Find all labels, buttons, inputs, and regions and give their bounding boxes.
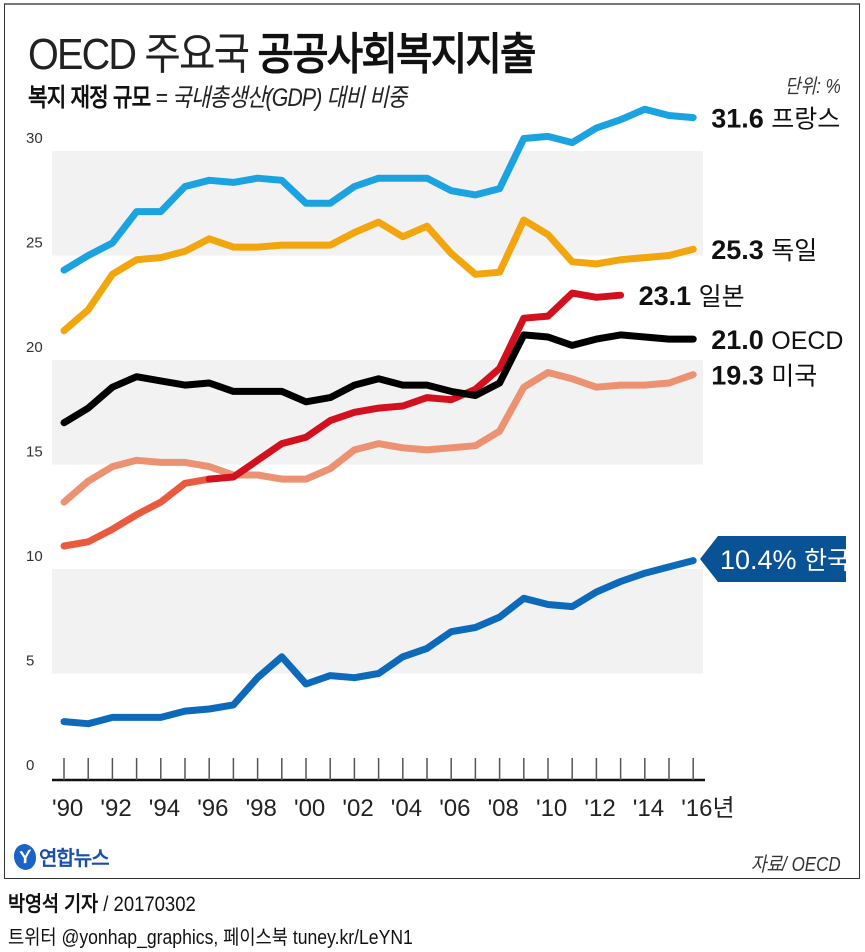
publish-date: / 20170302 <box>98 893 196 916</box>
subtitle-bold: 복지 재정 규모 <box>28 84 151 112</box>
series-line-oecd <box>60 331 697 427</box>
end-label-value: 25.3 <box>711 235 771 265</box>
end-label-value: 31.6 <box>711 104 771 134</box>
x-tick-label: '94 <box>149 795 180 822</box>
end-label-germany: 25.3 독일 <box>711 235 817 265</box>
x-tick-label: '02 <box>342 795 373 822</box>
byline: 박영석 기자 / 20170302 <box>8 888 196 918</box>
chart-frame <box>4 3 860 879</box>
series-lines <box>60 105 697 728</box>
end-label-name: 한국 <box>804 547 850 575</box>
y-tick-labels: 0 5 10 15 20 25 30 <box>26 130 43 774</box>
subtitle-rest: = 국내총생산(GDP) 대비 비중 <box>150 84 407 112</box>
reporter-name: 박영석 기자 <box>8 893 99 916</box>
series-line-japan <box>205 289 625 483</box>
end-label-korea: 10.4% 한국 <box>720 545 850 575</box>
x-tick-label: '98 <box>246 795 277 822</box>
x-tick-label: '04 <box>391 795 422 822</box>
end-label-value: 23.1 <box>639 281 699 311</box>
end-label-oecd: 21.0 OECD <box>711 325 843 355</box>
x-tick-label: '92 <box>100 795 131 822</box>
yonhap-logo: Y 연합뉴스 <box>11 841 110 872</box>
y-tick-label: 5 <box>26 653 34 670</box>
end-label-value: 21.0 <box>711 325 771 355</box>
y-tick-label: 15 <box>26 444 43 461</box>
series-line-usa <box>60 369 697 506</box>
yonhap-logo-icon: Y <box>11 841 39 872</box>
x-tick-label: '00 <box>294 795 325 822</box>
y-tick-label: 30 <box>26 130 43 147</box>
end-label-name: 프랑스 <box>771 106 840 134</box>
title-light: OECD 주요국 <box>28 30 250 79</box>
grid-band <box>52 151 703 256</box>
end-label-value: 19.3 <box>711 361 771 391</box>
end-label-name: OECD <box>771 327 843 355</box>
grid-bands <box>52 151 703 674</box>
end-label-japan: 23.1 일본 <box>639 281 745 311</box>
x-tick-label: '06 <box>439 795 470 822</box>
grid-band <box>52 569 703 674</box>
x-tick-label: '16년 <box>681 795 734 822</box>
x-tick-label: '10 <box>536 795 567 822</box>
x-tick-label: '08 <box>488 795 519 822</box>
y-tick-label: 20 <box>26 339 43 356</box>
series-line-france <box>60 105 697 274</box>
y-tick-label: 25 <box>26 235 43 252</box>
logo-text: 연합뉴스 <box>39 848 110 870</box>
page-title: OECD 주요국 공공사회복지지출 <box>28 18 537 82</box>
end-label-name: 독일 <box>771 237 817 265</box>
end-label-france: 31.6 프랑스 <box>711 104 840 134</box>
x-tick-label: '12 <box>584 795 615 822</box>
x-tick-label: '96 <box>197 795 228 822</box>
y-tick-label: 10 <box>26 548 43 565</box>
social-links: 트위터 @yonhap_graphics, 페이스북 tuney.kr/LeYN… <box>8 927 413 949</box>
subtitle: 복지 재정 규모 = 국내총생산(GDP) 대비 비중 <box>28 78 407 114</box>
series-line-korea <box>60 557 697 728</box>
line-chart: 0 5 10 15 20 25 30 '90 '92 '94 '96 '98 '00 '02 '04 '06… <box>26 103 850 822</box>
x-axis: '90 '92 '94 '96 '98 '00 '02 '04 '06 '08 '10 '12 '14 '… <box>52 758 735 822</box>
y-tick-label: 0 <box>26 757 34 774</box>
x-tick-label: '90 <box>52 795 83 822</box>
series-line-japan-early <box>60 475 213 550</box>
title-bold: 공공사회복지지출 <box>257 30 537 79</box>
end-label-name: 일본 <box>699 283 745 311</box>
end-label-usa: 19.3 미국 <box>711 361 817 391</box>
series-line-germany <box>60 216 697 335</box>
unit-label: 단위: % <box>785 76 841 98</box>
end-label-value: 10.4% <box>720 545 804 575</box>
end-label-name: 미국 <box>771 363 817 391</box>
x-tick-label: '14 <box>633 795 664 822</box>
source-label: 자료/ OECD <box>751 854 841 876</box>
korea-label-badge <box>700 536 846 582</box>
